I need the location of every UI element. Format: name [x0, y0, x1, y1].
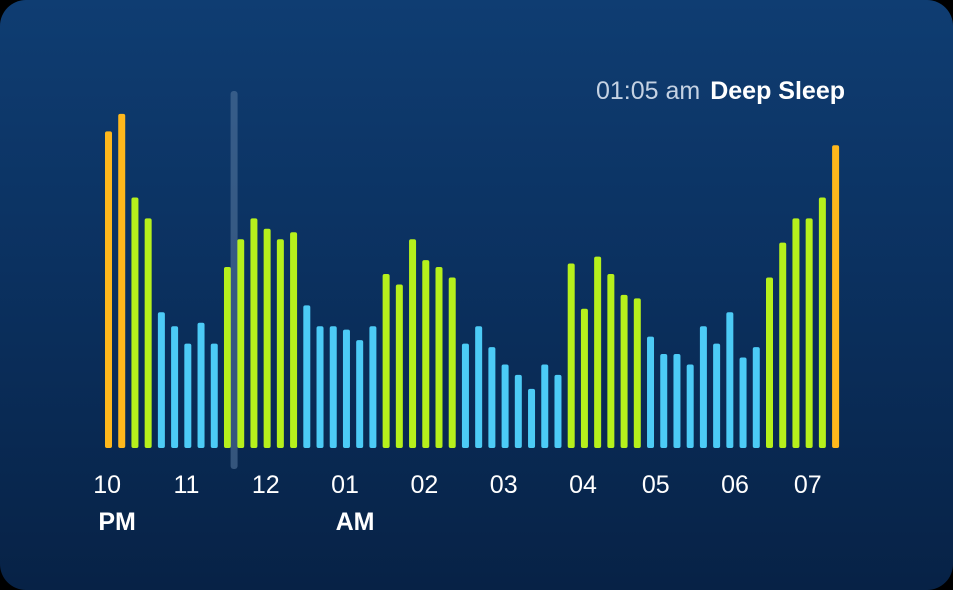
bar-deep — [647, 336, 655, 448]
bar-deep — [329, 326, 337, 448]
bar-light — [131, 197, 139, 448]
bar-light — [805, 218, 813, 448]
bar-light — [290, 232, 298, 448]
bar-deep — [316, 326, 324, 448]
bar-light — [409, 239, 417, 448]
bar-deep — [686, 364, 694, 448]
bar-deep — [739, 357, 747, 448]
bar-light — [448, 277, 456, 448]
bar-deep — [752, 347, 760, 448]
bar-light — [382, 274, 390, 448]
bar-light — [580, 308, 588, 448]
bar-deep — [699, 326, 707, 448]
bar-awake — [105, 131, 112, 448]
x-tick-label: 12 — [252, 471, 280, 499]
bar-awake — [118, 113, 126, 449]
x-tick-label: 03 — [490, 471, 518, 499]
bar-deep — [501, 364, 509, 448]
bar-light — [223, 267, 231, 448]
bar-light — [144, 218, 152, 448]
time-scrubber[interactable] — [230, 91, 238, 469]
x-tick-label: 05 — [642, 471, 670, 499]
bar-deep — [528, 388, 536, 448]
bar-deep — [171, 326, 179, 448]
bar-awake — [832, 145, 840, 449]
bar-light — [620, 294, 628, 448]
x-tick-sublabel: AM — [336, 508, 375, 536]
bar-light — [250, 218, 258, 448]
bar-deep — [157, 312, 165, 448]
bar-light — [276, 239, 284, 448]
bar-deep — [184, 343, 192, 448]
bar-deep — [514, 374, 522, 448]
readout-stage: Deep Sleep — [710, 77, 845, 105]
bar-deep — [673, 354, 681, 448]
bar-light — [435, 267, 443, 448]
x-tick-sublabel: PM — [98, 508, 136, 536]
x-tick-label: 01 — [331, 471, 359, 499]
readout-time: 01:05 am — [596, 77, 700, 105]
x-tick-label: 10 — [93, 471, 121, 499]
bar-deep — [554, 374, 562, 448]
bar-light — [395, 284, 403, 448]
bar-light — [422, 260, 430, 448]
bar-light — [237, 239, 245, 448]
bar-light — [263, 228, 271, 448]
bar-deep — [475, 326, 483, 448]
x-tick-label: 04 — [569, 471, 597, 499]
x-tick-label: 07 — [794, 471, 822, 499]
bar-deep — [342, 329, 350, 448]
x-tick-label: 06 — [721, 471, 749, 499]
x-tick-label: 02 — [410, 471, 438, 499]
bar-deep — [356, 340, 364, 448]
bar-light — [779, 242, 787, 448]
bar-deep — [210, 343, 218, 448]
bar-deep — [660, 354, 668, 448]
bar-deep — [713, 343, 721, 448]
bar-deep — [541, 364, 549, 448]
x-axis-ticks: 10 PM 11 12 01 AM 02 03 04 05 06 07 — [93, 471, 821, 536]
bar-light — [792, 218, 800, 448]
bar-deep — [461, 343, 469, 448]
bar-light — [567, 263, 575, 448]
bar-light — [607, 274, 615, 448]
bar-deep — [488, 347, 496, 448]
bar-light — [633, 298, 641, 448]
bar-deep — [726, 312, 734, 448]
readout: 01:05 am Deep Sleep — [596, 77, 845, 105]
bar-light — [766, 277, 773, 448]
bar-deep — [369, 326, 377, 448]
x-tick-label: 11 — [173, 471, 199, 499]
bars-group — [105, 113, 840, 449]
bar-deep — [197, 322, 205, 448]
bar-light — [818, 197, 826, 448]
bar-light — [594, 256, 602, 448]
bar-deep — [303, 305, 311, 448]
